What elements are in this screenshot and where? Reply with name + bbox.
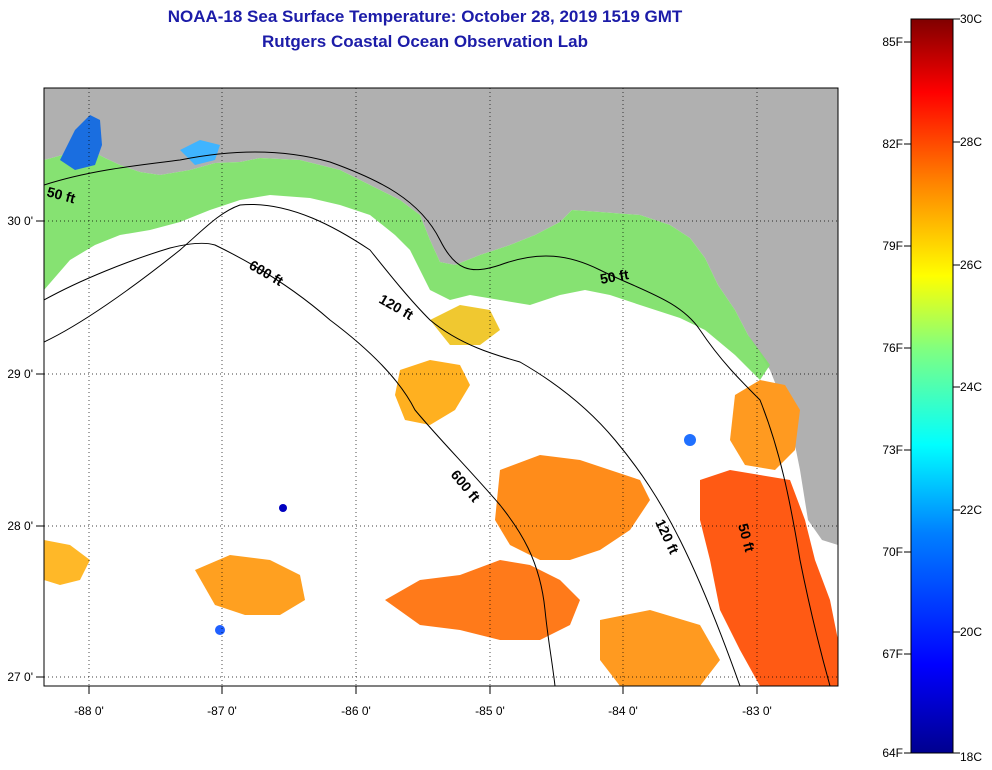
lat-label: 28 0' [7, 519, 33, 533]
frame-ticks [36, 220, 758, 694]
land-mass [44, 88, 838, 545]
colorbar-f-labels: 85F 82F 79F 76F 73F 70F 67F 64F [882, 35, 903, 760]
lat-label: 27 0' [7, 670, 33, 684]
lat-label: 30 0' [7, 214, 33, 228]
contour-120ft [44, 203, 741, 686]
bay-cool-water [180, 140, 220, 165]
cb-label-c: 22C [960, 503, 982, 517]
longitude-labels: -88 0' -87 0' -86 0' -85 0' -84 0' -83 0… [74, 704, 772, 718]
cold-pixel [279, 504, 287, 512]
cb-label-c: 20C [960, 625, 982, 639]
cb-label-f: 79F [882, 239, 903, 253]
lon-label: -88 0' [74, 704, 104, 718]
contour-label: 50 ft [45, 183, 77, 206]
lat-label: 29 0' [7, 367, 33, 381]
contour-600ft [44, 242, 556, 686]
cb-label-f: 85F [882, 35, 903, 49]
map-frame [43, 87, 839, 687]
warm-patch-central [495, 455, 650, 560]
cold-pixel [215, 625, 225, 635]
colorbar-c-labels: 30C 28C 26C 24C 22C 20C 18C [960, 12, 982, 764]
colorbar-ticks [904, 18, 960, 754]
warm-patch-bottom [600, 610, 720, 686]
cb-label-c: 24C [960, 380, 982, 394]
contour-50ft [44, 151, 831, 686]
cb-label-c: 28C [960, 135, 982, 149]
warm-patch-far-west [44, 540, 90, 585]
map-subtitle: Rutgers Coastal Ocean Observation Lab [262, 32, 588, 51]
cb-label-f: 76F [882, 341, 903, 355]
cb-label-f: 64F [882, 746, 903, 760]
cb-label-f: 67F [882, 647, 903, 661]
cb-label-f: 82F [882, 137, 903, 151]
latitude-labels: 30 0' 29 0' 28 0' 27 0' [7, 214, 33, 684]
lon-label: -85 0' [475, 704, 505, 718]
map-title: NOAA-18 Sea Surface Temperature: October… [167, 7, 683, 26]
lon-label: -87 0' [207, 704, 237, 718]
graticule [44, 88, 838, 686]
lon-label: -86 0' [341, 704, 371, 718]
colorbar [910, 18, 954, 754]
nearshore-sst-band [44, 150, 770, 380]
contour-label: 50 ft [735, 522, 758, 554]
lon-label: -83 0' [742, 704, 772, 718]
warm-patch-gulf-edge [430, 305, 500, 345]
cold-pixel [684, 434, 696, 446]
lon-label: -84 0' [608, 704, 638, 718]
bay-cold-water [60, 115, 102, 170]
cb-label-f: 73F [882, 443, 903, 457]
cb-label-c: 30C [960, 12, 982, 26]
warm-patch-south [385, 560, 580, 640]
cb-label-c: 26C [960, 258, 982, 272]
depth-contours [44, 151, 831, 686]
warm-patch-midwest [395, 360, 470, 425]
cb-label-f: 70F [882, 545, 903, 559]
cb-label-c: 18C [960, 750, 982, 764]
warm-patch-west [195, 555, 305, 615]
warm-patch-east-coast [730, 380, 800, 470]
warm-patch-coastal-south [700, 470, 838, 686]
contour-label: 50 ft [599, 266, 630, 287]
